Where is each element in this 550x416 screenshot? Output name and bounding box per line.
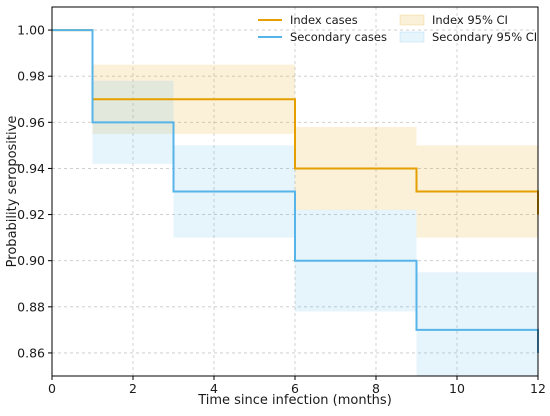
y-tick-label: 0.98 — [17, 69, 45, 84]
x-tick-label: 12 — [530, 381, 546, 396]
series-lines — [52, 29, 539, 353]
axis-ticks: 0 2 4 6 8 10 12 0.86 0.88 0.90 0.92 0.94 0.96 0.98 1.0… — [17, 23, 546, 396]
y-tick-label: 0.94 — [17, 161, 45, 176]
legend-item-secondary-ci-swatch — [399, 31, 425, 43]
legend-item-secondary-cases-label: Secondary cases — [290, 30, 387, 44]
x-tick-label: 10 — [449, 381, 465, 396]
x-tick-label: 8 — [372, 381, 380, 396]
y-tick-label: 1.00 — [17, 23, 45, 38]
y-tick-label: 0.96 — [17, 115, 45, 130]
ci-band-secondary — [416, 272, 538, 376]
y-tick-label: 0.92 — [17, 207, 45, 222]
legend-item-secondary-ci-label: Secondary 95% CI — [432, 30, 537, 44]
series-line-secondary — [52, 29, 539, 353]
legend: Index cases Index 95% CI Secondary cases Se… — [258, 13, 537, 44]
y-axis-label: Probability seropositive — [5, 116, 20, 268]
x-tick-label: 0 — [48, 381, 56, 396]
legend-item-index-ci-swatch — [399, 14, 425, 26]
legend-item-index-cases-label: Index cases — [290, 13, 358, 27]
y-tick-label: 0.86 — [17, 345, 45, 360]
x-tick-label: 6 — [291, 381, 299, 396]
legend-item-index-ci-label: Index 95% CI — [432, 13, 508, 27]
x-axis-label: Time since infection (months) — [197, 393, 392, 408]
y-tick-label: 0.90 — [17, 253, 45, 268]
y-tick-label: 0.88 — [17, 299, 45, 314]
x-tick-label: 2 — [129, 381, 137, 396]
x-tick-label: 4 — [210, 381, 218, 396]
